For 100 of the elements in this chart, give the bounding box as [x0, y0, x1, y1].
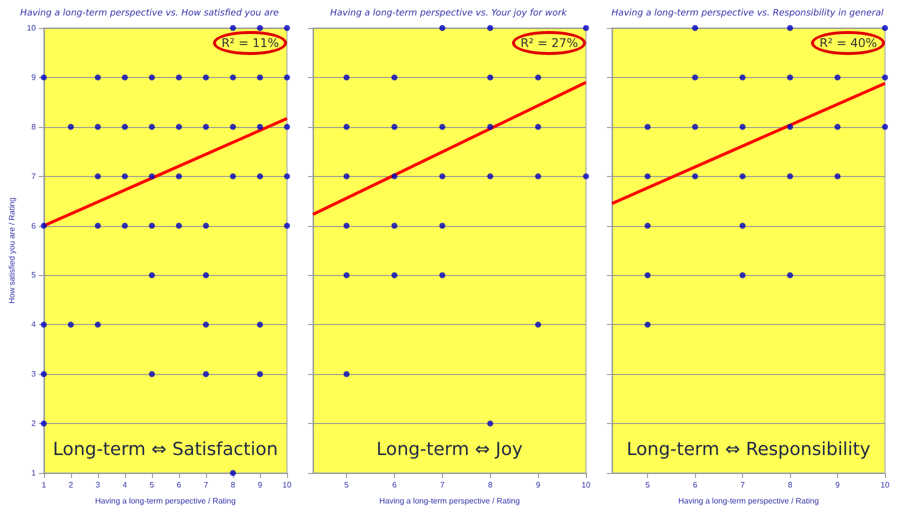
- point: [284, 74, 290, 80]
- point: [148, 272, 155, 278]
- point: [122, 124, 128, 130]
- annotation: Long-term ⇔ Satisfaction: [52, 439, 278, 460]
- point: [40, 222, 47, 229]
- point: [202, 74, 209, 80]
- point: [535, 322, 542, 328]
- point: [834, 124, 841, 130]
- y-tick-label: 9: [31, 72, 36, 82]
- x-tick-label: 4: [122, 480, 128, 490]
- point: [94, 322, 101, 328]
- point: [40, 420, 47, 427]
- y-tick-label: 1: [31, 468, 36, 478]
- point: [230, 124, 236, 130]
- point: [256, 25, 263, 31]
- point: [692, 74, 698, 80]
- y-tick-label: 8: [31, 122, 36, 132]
- x-tick-label: 9: [835, 480, 840, 490]
- point: [94, 74, 101, 80]
- x-tick-label: 9: [536, 480, 541, 490]
- y-tick-label: 6: [31, 221, 36, 230]
- point: [148, 371, 155, 378]
- x-tick-label: 5: [645, 480, 650, 490]
- point: [256, 322, 263, 328]
- point: [344, 74, 350, 80]
- point: [535, 124, 542, 130]
- point: [230, 25, 236, 31]
- point: [202, 272, 209, 278]
- point: [439, 173, 446, 180]
- point: [256, 371, 263, 378]
- point: [391, 222, 398, 229]
- x-tick-label: 3: [96, 480, 101, 490]
- point: [583, 173, 589, 180]
- point: [68, 124, 74, 130]
- x-tick-label: 6: [392, 480, 398, 490]
- point: [692, 25, 698, 31]
- x-tick-label: 10: [282, 480, 292, 490]
- point: [94, 173, 101, 180]
- x-tick-label: 6: [692, 480, 698, 490]
- point: [740, 222, 746, 229]
- y-tick-label: 10: [26, 24, 36, 32]
- x-tick-label: 5: [344, 480, 350, 490]
- point: [68, 322, 74, 328]
- annotation: Long-term ⇔ Responsibility: [626, 439, 870, 460]
- point: [644, 322, 651, 328]
- point: [148, 74, 155, 80]
- point: [284, 124, 290, 130]
- point: [94, 124, 101, 130]
- point: [882, 124, 888, 130]
- point: [740, 74, 746, 80]
- y-axis-title: How satisfied you are / Rating: [8, 197, 16, 304]
- point: [122, 173, 128, 180]
- point: [94, 222, 101, 229]
- point: [122, 74, 128, 80]
- point: [787, 74, 794, 80]
- chart-title: Having a long-term perspective vs. Responsibility in general: [612, 8, 884, 18]
- point: [834, 173, 841, 180]
- point: [787, 272, 794, 278]
- point: [176, 74, 182, 80]
- annotation: R² = 27%: [520, 36, 578, 50]
- point: [40, 371, 47, 378]
- y-tick-label: 4: [31, 320, 36, 330]
- point: [692, 173, 698, 180]
- point: [148, 173, 155, 180]
- point: [284, 222, 290, 229]
- point: [230, 74, 236, 80]
- point: [391, 272, 398, 278]
- point: [122, 222, 128, 229]
- x-tick-label: 1: [42, 480, 47, 490]
- x-tick-label: 10: [582, 480, 591, 490]
- x-axis-title: Having a long-term perspective / Rating: [678, 496, 819, 506]
- point: [487, 420, 494, 427]
- point: [882, 74, 888, 80]
- point: [391, 173, 398, 180]
- point: [583, 25, 589, 31]
- point: [644, 124, 651, 130]
- point: [644, 272, 651, 278]
- point: [344, 124, 350, 130]
- point: [202, 371, 209, 378]
- x-tick-label: 7: [440, 480, 446, 490]
- point: [344, 222, 350, 229]
- point: [391, 124, 398, 130]
- point: [176, 222, 182, 229]
- x-tick-label: 2: [68, 480, 74, 490]
- point: [344, 173, 350, 180]
- point: [40, 322, 47, 328]
- x-tick-label: 8: [488, 480, 493, 490]
- point: [882, 25, 888, 31]
- x-tick-label: 8: [230, 480, 236, 490]
- point: [202, 222, 209, 229]
- x-tick-label: 7: [740, 480, 746, 490]
- point: [148, 124, 155, 130]
- point: [487, 74, 494, 80]
- point: [740, 124, 746, 130]
- y-tick-label: 2: [31, 419, 36, 428]
- point: [230, 470, 236, 476]
- point: [344, 272, 350, 278]
- point: [284, 173, 290, 180]
- x-tick-label: 8: [788, 480, 793, 490]
- point: [787, 25, 794, 31]
